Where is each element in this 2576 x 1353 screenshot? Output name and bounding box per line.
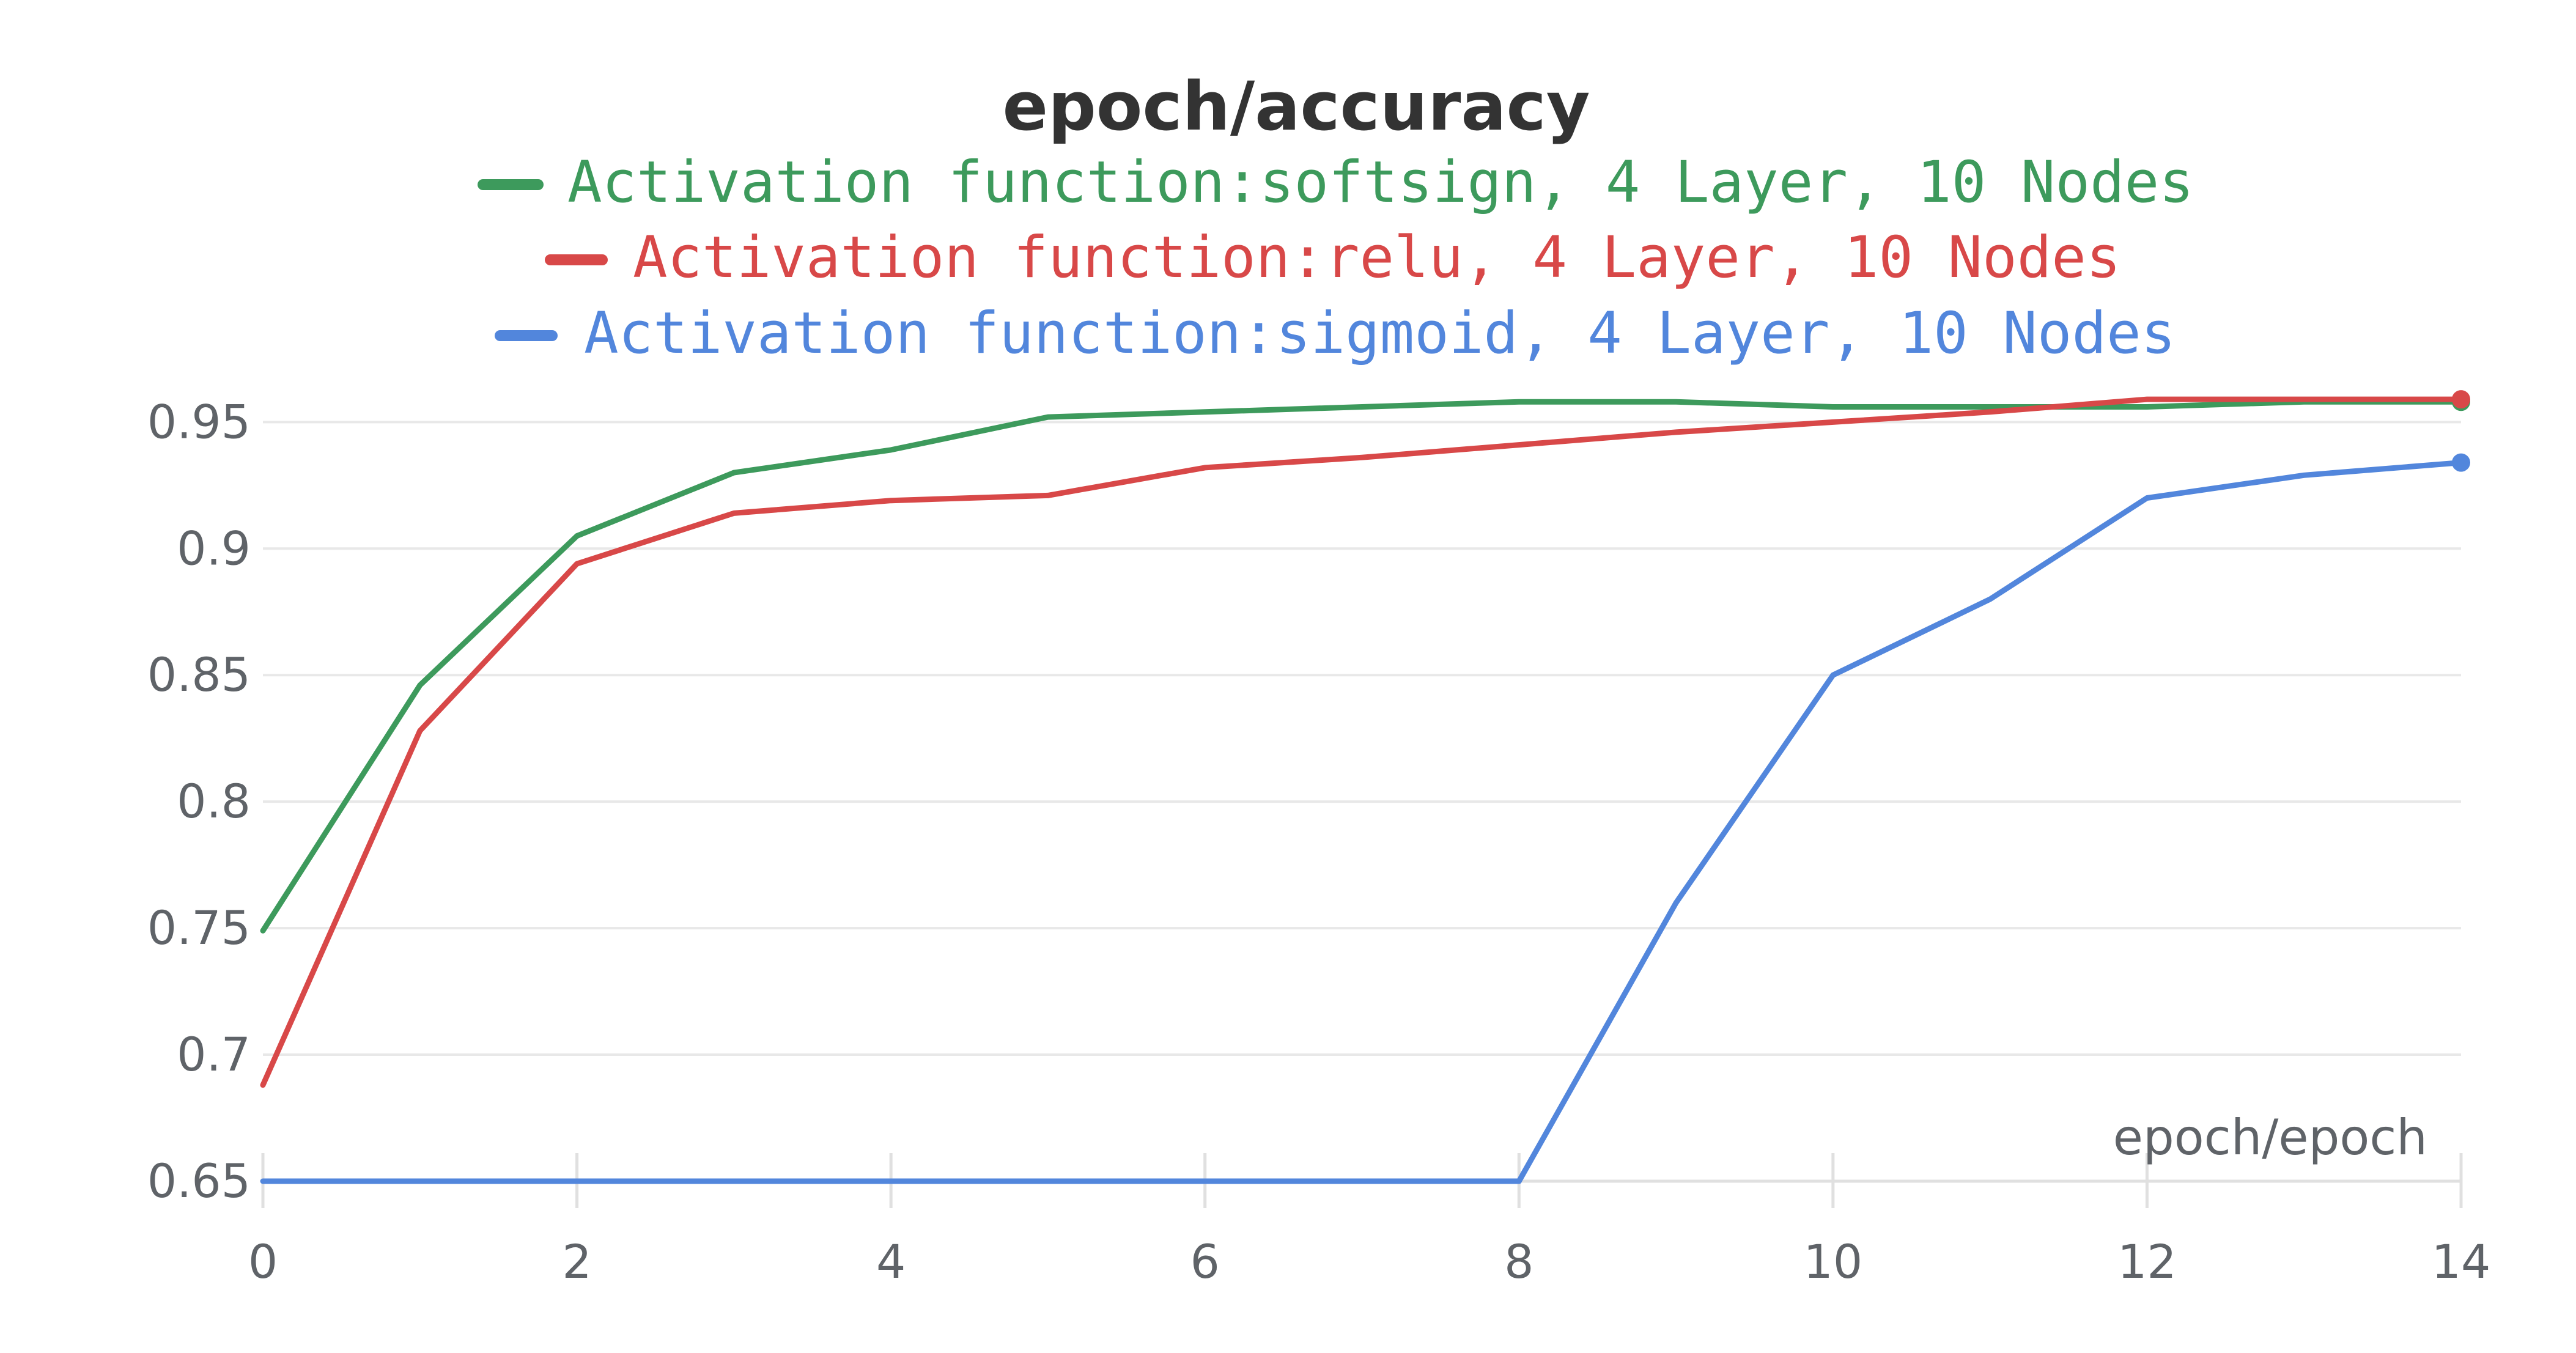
axes: 0.65 0.7 0.75 0.8 0.85 0.9 0.95 0 2 4 6 8 10 12 14	[147, 394, 2491, 1289]
series-line	[260, 460, 2464, 1184]
y-tick-label: 0.8	[177, 774, 251, 828]
y-tick-label: 0.65	[147, 1154, 251, 1208]
y-tick-label: 0.85	[147, 647, 251, 702]
series-group	[260, 390, 2470, 1184]
legend: Activation function:softsign, 4 Layer, 1…	[478, 149, 2194, 367]
series-end-point	[2452, 390, 2470, 409]
x-tick-label: 14	[2432, 1234, 2491, 1289]
series-end-point	[2452, 453, 2470, 472]
legend-entry: Activation function:sigmoid, 4 Layer, 10…	[584, 300, 2176, 367]
x-tick-label: 0	[248, 1234, 278, 1289]
y-tick-label: 0.9	[177, 521, 251, 575]
x-tick-label: 8	[1504, 1234, 1533, 1289]
grid	[263, 421, 2461, 1182]
series-line	[260, 396, 2464, 1088]
legend-entry: Activation function:relu, 4 Layer, 10 No…	[633, 224, 2121, 291]
x-tick-label: 6	[1190, 1234, 1220, 1289]
x-tick-label: 10	[1803, 1234, 1862, 1289]
x-tick-label: 4	[876, 1234, 906, 1289]
x-tick-label: 2	[562, 1234, 591, 1289]
y-tick-label: 0.75	[147, 901, 251, 955]
x-axis-label: epoch/epoch	[2113, 1109, 2427, 1166]
chart-title: epoch/accuracy	[1003, 67, 1590, 146]
legend-entry: Activation function:softsign, 4 Layer, 1…	[567, 149, 2194, 216]
series-line	[260, 399, 2464, 934]
y-tick-label: 0.7	[177, 1027, 251, 1082]
x-tick-label: 12	[2117, 1234, 2177, 1289]
y-tick-label: 0.95	[147, 394, 251, 449]
